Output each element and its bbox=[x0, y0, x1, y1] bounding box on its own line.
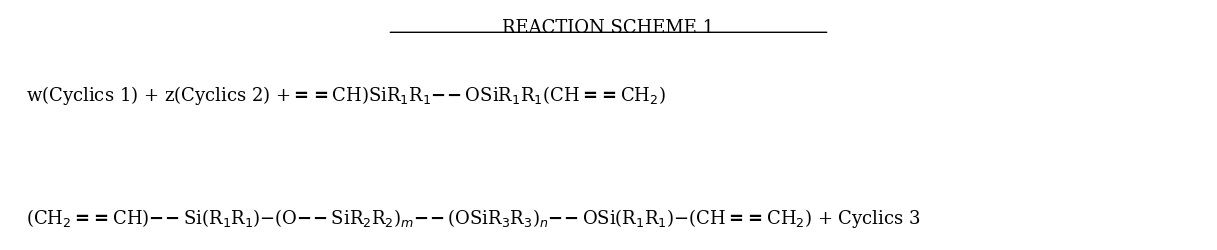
Text: w(Cyclics 1) + z(Cyclics 2) +$\mathbf{=\!=}$CH)SiR$_1$R$_1$$\mathbf{-\!-}$OSiR$_: w(Cyclics 1) + z(Cyclics 2) +$\mathbf{=\… bbox=[26, 84, 666, 107]
Text: REACTION SCHEME 1: REACTION SCHEME 1 bbox=[503, 19, 714, 37]
Text: (CH$_2$$\mathbf{=\!=}$CH)$\mathbf{-\!-}$Si(R$_1$R$_1$)$-$(O$\mathbf{-\!-}$SiR$_2: (CH$_2$$\mathbf{=\!=}$CH)$\mathbf{-\!-}$… bbox=[26, 208, 920, 231]
